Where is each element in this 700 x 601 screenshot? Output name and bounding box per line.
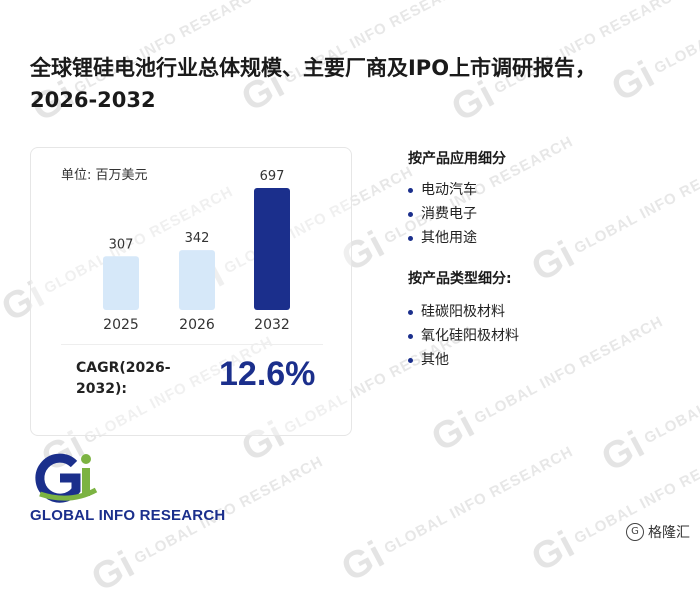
corner-brand: G 格隆汇 <box>626 522 690 542</box>
application-list: 电动汽车 消费电子 其他用途 <box>408 178 506 250</box>
company-logo: GLOBAL INFO RESEARCH <box>30 450 240 530</box>
unit-label: 单位: 百万美元 <box>61 168 148 183</box>
cagr-value: 12.6% <box>219 355 316 393</box>
data-label-2026: 342 <box>185 231 210 246</box>
bar-2025 <box>103 256 139 310</box>
page-title: 全球锂硅电池行业总体规模、主要厂商及IPO上市调研报告，2026-2032 <box>30 56 597 112</box>
watermark: GiGLOBAL INFO RESEARCH <box>594 333 700 481</box>
gi-logo-icon <box>35 453 98 503</box>
list-item: 其他 <box>408 348 519 372</box>
x-tick-2025: 2025 <box>103 317 139 333</box>
list-item: 其他用途 <box>408 226 506 250</box>
x-tick-2032: 2032 <box>254 317 290 333</box>
bar-2026 <box>179 250 215 310</box>
bar-2032 <box>254 188 290 310</box>
type-heading: 按产品类型细分: <box>408 271 512 287</box>
data-label-2032: 697 <box>260 169 285 184</box>
card-divider <box>61 344 323 345</box>
data-label-2025: 307 <box>109 237 134 252</box>
application-heading: 按产品应用细分 <box>408 151 506 167</box>
type-list: 硅碳阳极材料 氧化硅阳极材料 其他 <box>408 300 519 372</box>
list-item: 硅碳阳极材料 <box>408 300 519 324</box>
watermark: GiGLOBAL INFO RESEARCH <box>524 143 700 291</box>
type-segment: 按产品类型细分: 硅碳阳极材料 氧化硅阳极材料 其他 <box>408 268 519 372</box>
watermark: GiGLOBAL INFO RESEARCH <box>524 433 700 581</box>
gelonghui-logo-icon: G <box>626 523 644 541</box>
cagr-label: CAGR(2026-2032): <box>76 360 171 397</box>
watermark: GiGLOBAL INFO RESEARCH <box>334 443 577 591</box>
list-item: 电动汽车 <box>408 178 506 202</box>
list-item: 氧化硅阳极材料 <box>408 324 519 348</box>
bar-chart: 307 2025 342 2026 697 2032 <box>103 169 290 333</box>
application-segment: 按产品应用细分 电动汽车 消费电子 其他用途 <box>408 148 506 250</box>
logo-text: GLOBAL INFO RESEARCH <box>30 507 226 524</box>
list-item: 消费电子 <box>408 202 506 226</box>
corner-brand-text: 格隆汇 <box>648 525 690 541</box>
x-tick-2026: 2026 <box>179 317 215 333</box>
chart-card: 单位: 百万美元 307 2025 342 2026 697 2032 CAGR(2026… <box>30 147 352 436</box>
